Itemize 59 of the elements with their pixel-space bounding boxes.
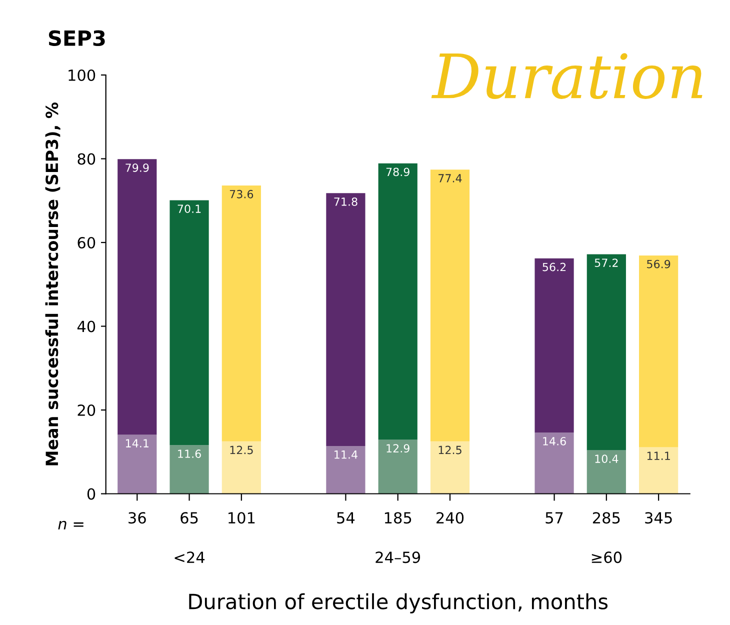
bar xyxy=(222,186,261,442)
y-tick-label: 60 xyxy=(78,236,96,249)
x-tick-label: 54 xyxy=(337,512,355,524)
y-tick-label: 20 xyxy=(78,404,96,416)
y-tick-label: 100 xyxy=(68,69,96,82)
data-label: 11.1 xyxy=(647,452,670,460)
total-label: 70.1 xyxy=(178,204,201,213)
x-tick-label: 185 xyxy=(384,512,412,524)
text: 24–59 xyxy=(376,552,420,564)
bar xyxy=(639,255,678,448)
y-tick-label: 40 xyxy=(77,320,96,332)
bar xyxy=(534,258,574,433)
y-axis-title: Mean successful intercourse (SEP3), % xyxy=(45,102,60,466)
x-tick-label: 345 xyxy=(645,512,672,524)
x-tick-label: 240 xyxy=(436,512,464,524)
text: ≥60 xyxy=(592,552,622,564)
total-label: 77.4 xyxy=(438,174,462,182)
bar xyxy=(222,441,261,494)
bar xyxy=(378,440,418,494)
data-label: 12.9 xyxy=(386,444,410,453)
total-label: 56.9 xyxy=(647,260,670,268)
data-label: 12.5 xyxy=(438,446,462,454)
bar xyxy=(378,163,418,440)
bar xyxy=(586,254,626,450)
bar xyxy=(326,446,366,494)
data-label: 10.4 xyxy=(595,454,618,463)
chart-title: SEP3 xyxy=(48,30,105,46)
bar xyxy=(118,434,157,494)
total-label: 71.8 xyxy=(334,197,358,206)
total-label: 57.2 xyxy=(594,258,618,268)
x-tick-label: 101 xyxy=(228,512,255,524)
x-axis-title: Duration of erectile dysfunction, months xyxy=(189,593,608,614)
data-label: 11.4 xyxy=(334,450,358,459)
x-tick-label: 285 xyxy=(592,512,620,524)
x-tick-label: 57 xyxy=(546,512,563,524)
bar xyxy=(170,445,209,494)
total-label: 79.9 xyxy=(126,164,149,172)
bar xyxy=(534,432,574,494)
text: n = xyxy=(58,520,84,530)
bar xyxy=(639,447,678,494)
bar xyxy=(586,450,626,494)
data-label: 11.6 xyxy=(178,450,201,458)
y-tick-label: 0 xyxy=(87,488,96,500)
text: <24 xyxy=(174,552,205,563)
total-label: 78.9 xyxy=(386,168,410,176)
total-label: 56.2 xyxy=(542,262,566,272)
total-label: 73.6 xyxy=(230,190,254,198)
bar xyxy=(430,441,470,494)
bar xyxy=(430,170,470,442)
bar xyxy=(118,159,157,435)
x-tick-label: 65 xyxy=(180,512,198,524)
data-label: 12.5 xyxy=(230,446,253,454)
annotation: Duration xyxy=(431,53,702,99)
data-label: 14.6 xyxy=(543,436,566,446)
bar xyxy=(326,193,366,446)
x-tick-label: 36 xyxy=(128,512,146,524)
bar xyxy=(170,200,209,446)
y-tick-label: 80 xyxy=(78,153,96,165)
data-label: 14.1 xyxy=(126,439,148,448)
